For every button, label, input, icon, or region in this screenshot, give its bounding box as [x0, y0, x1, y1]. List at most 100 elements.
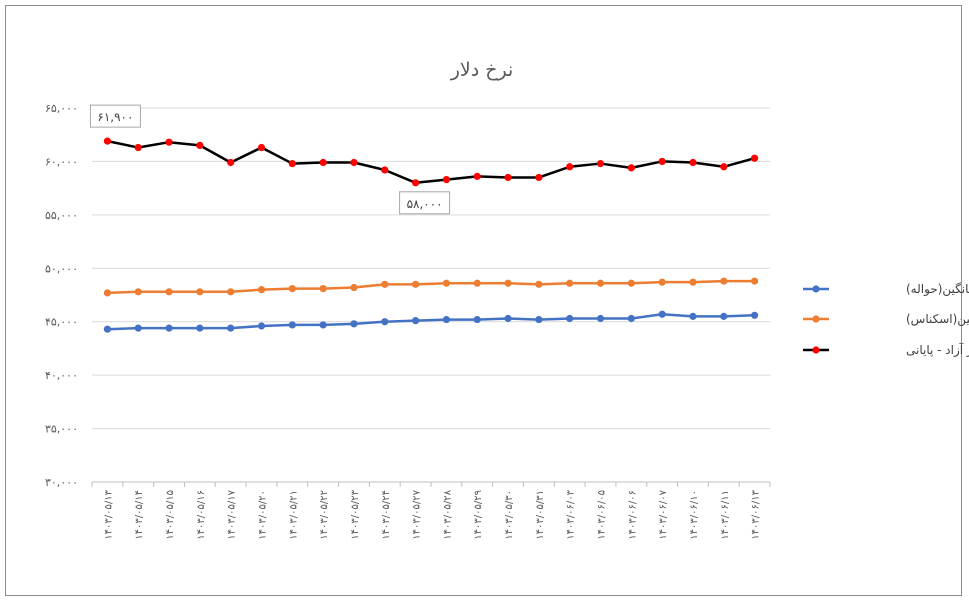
y-tick-label: ۶۵,۰۰۰ [45, 102, 78, 115]
x-tick-label: ۱۴۰۳/۰۶/۱۳ [751, 489, 762, 539]
data-point [566, 279, 574, 287]
y-tick-label: ۴۵,۰۰۰ [45, 316, 78, 329]
data-point [350, 283, 358, 292]
data-point [381, 318, 389, 326]
data-point [134, 324, 142, 332]
data-label-callout: ۵۸,۰۰۰ [399, 191, 451, 215]
data-point [103, 289, 112, 297]
data-point [596, 279, 605, 287]
data-point [165, 324, 173, 332]
series-line [107, 139, 755, 185]
x-tick-label: ۱۴۰۳/۰۵/۲۴ [381, 490, 392, 540]
data-point [134, 288, 142, 296]
x-tick-label: ۱۴۰۳/۰۶/۱۰ [689, 490, 700, 540]
x-tick-label: ۱۴۰۳/۰۵/۲۳ [350, 489, 361, 539]
series-line [107, 312, 755, 331]
x-tick-label: ۱۴۰۳/۰۶/۰۵ [597, 490, 608, 540]
x-tick-label: ۱۴۰۳/۰۵/۱۷ [227, 489, 238, 539]
data-point [442, 175, 451, 184]
series-0 [103, 310, 759, 333]
data-point [196, 141, 204, 149]
legend-entry: میانگین(حواله) [803, 282, 969, 297]
data-point [535, 173, 543, 182]
x-tick-label: ۱۴۰۳/۰۵/۲۸ [442, 489, 453, 539]
y-tick-label: ۶۰,۰۰۰ [45, 155, 78, 168]
data-point [319, 158, 327, 167]
series-1 [103, 277, 759, 297]
data-point [720, 312, 728, 320]
chart-frame [5, 5, 962, 596]
data-point [165, 288, 173, 296]
x-tick-label: ۱۴۰۳/۰۶/۱۱ [720, 490, 731, 540]
data-point [689, 278, 697, 286]
data-point [750, 311, 759, 319]
data-point [720, 277, 728, 285]
data-point [658, 157, 666, 166]
data-point [566, 314, 574, 323]
data-point [350, 158, 358, 167]
y-tick-label: ۴۰,۰۰۰ [45, 369, 78, 382]
data-point [381, 166, 389, 174]
data-point [689, 312, 697, 320]
data-point [658, 278, 666, 286]
data-point [627, 164, 635, 172]
data-point [350, 320, 358, 328]
data-point [750, 154, 759, 162]
data-point [658, 310, 666, 318]
legend: میانگین(حواله) میانگین(اسکناس) بازار آزاد … [803, 282, 969, 358]
data-point [689, 158, 697, 167]
x-tick-label: ۱۴۰۳/۰۵/۱۴ [134, 490, 145, 540]
x-tick-label: ۱۴۰۳/۰۵/۳۰ [504, 490, 515, 540]
data-point [535, 280, 543, 288]
data-label-callout: ۶۱,۹۰۰ [89, 104, 141, 128]
y-tick-label: ۵۰,۰۰۰ [45, 262, 78, 275]
data-point [227, 158, 235, 167]
data-point [103, 137, 112, 145]
data-point [473, 315, 481, 324]
gridlines [91, 107, 771, 487]
legend-marker [812, 346, 820, 354]
data-point [319, 284, 327, 293]
data-point [596, 314, 605, 323]
legend-marker [812, 285, 820, 293]
data-point [411, 179, 420, 187]
data-point [535, 315, 543, 324]
data-point [288, 159, 296, 168]
data-point [442, 279, 451, 287]
data-point [288, 284, 296, 293]
data-point [196, 288, 204, 296]
y-tick-label: ۳۰,۰۰۰ [45, 476, 78, 489]
legend-label: میانگین(اسکناس) [906, 312, 969, 327]
series-2 [103, 137, 759, 187]
x-tick-label: ۱۴۰۳/۰۵/۲۷ [412, 489, 423, 539]
x-tick-label: ۱۴۰۳/۰۵/۲۹ [473, 490, 484, 540]
legend-label: میانگین(حواله) [906, 282, 969, 297]
x-tick-label: ۱۴۰۳/۰۶/۰۳ [566, 489, 577, 539]
data-point [596, 159, 605, 168]
x-tick-label: ۱۴۰۳/۰۵/۲۰ [258, 490, 269, 540]
x-tick-label: ۱۴۰۳/۰۵/۱۳ [103, 489, 114, 539]
data-point [566, 163, 574, 171]
data-point [165, 138, 173, 146]
data-point [196, 324, 204, 332]
data-point [381, 280, 389, 288]
callout-box [399, 191, 451, 215]
x-tick-label: ۱۴۰۳/۰۵/۲۱ [288, 490, 299, 540]
data-point [504, 173, 512, 182]
data-point [473, 279, 481, 287]
data-point [227, 288, 235, 296]
data-point [134, 143, 142, 152]
chart-title: نرخ دلار [450, 59, 514, 81]
legend-marker [812, 315, 820, 323]
x-tick-label: ۱۴۰۳/۰۶/۰۶ [627, 490, 638, 540]
data-point [627, 279, 635, 287]
data-label: ۵۸,۰۰۰ [407, 197, 443, 211]
data-point [504, 314, 512, 323]
x-tick-label: ۱۴۰۳/۰۵/۱۶ [196, 490, 207, 540]
callout-box [89, 104, 141, 128]
data-label: ۶۱,۹۰۰ [97, 110, 133, 124]
data-point [411, 317, 420, 325]
legend-label: بازار آزاد - پایانی [906, 342, 969, 358]
data-point [720, 163, 728, 171]
